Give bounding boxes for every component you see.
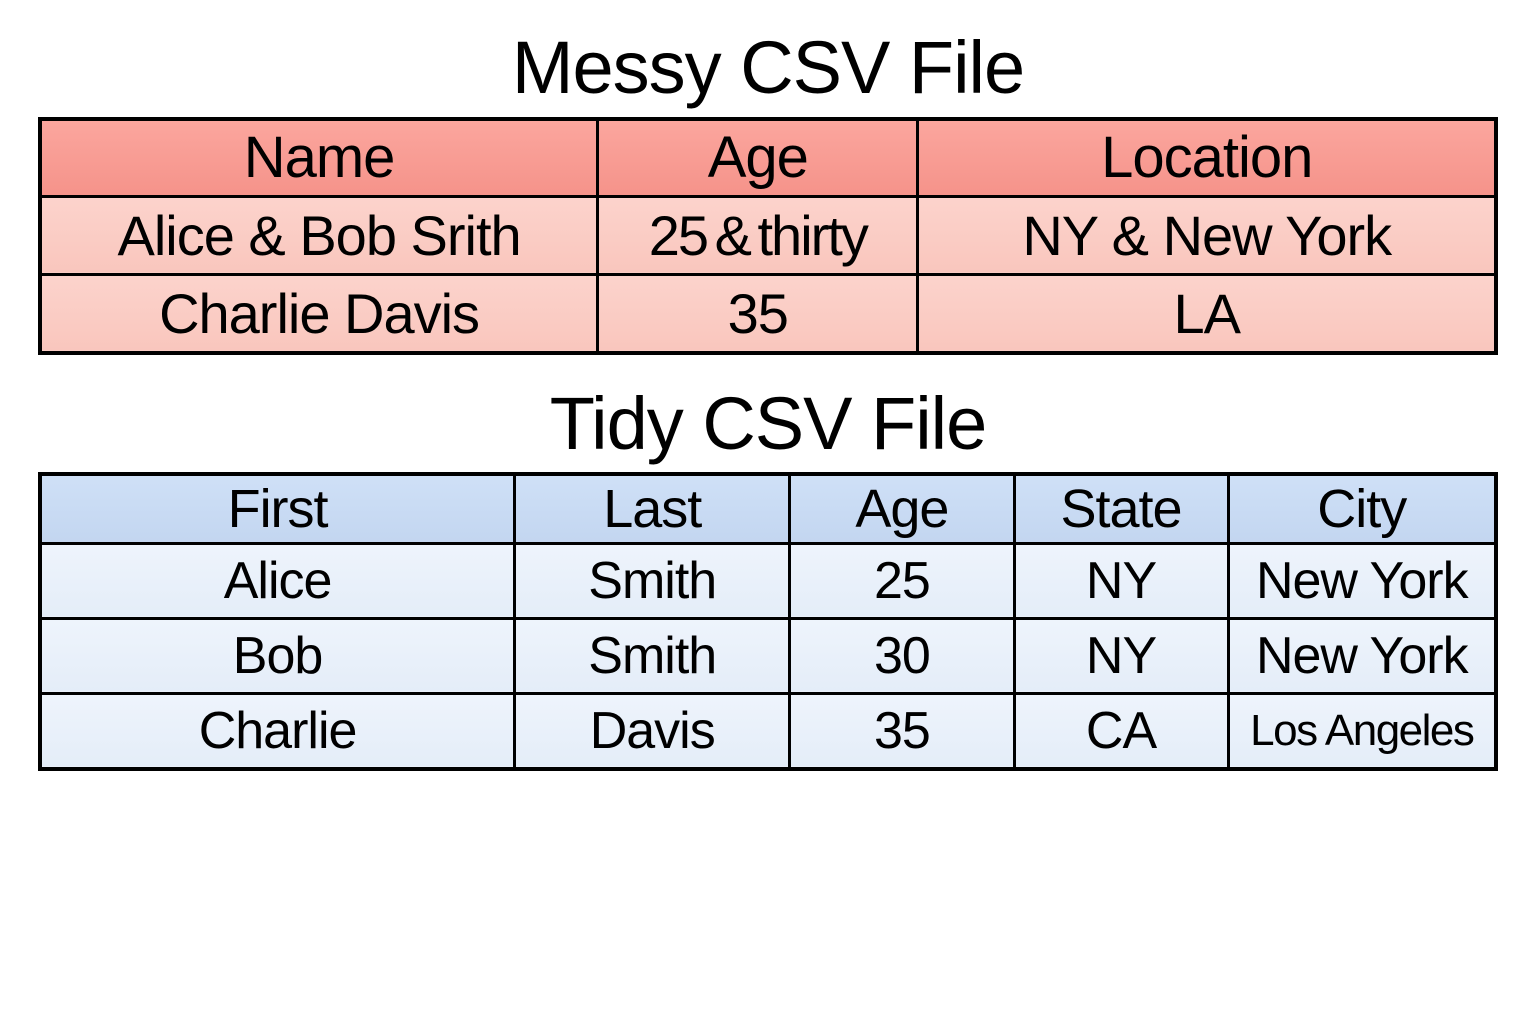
tidy-cell-first-1: Alice [38,541,517,620]
tidy-cell-city-1: New York [1226,541,1498,620]
tidy-row-1: Alice Smith 25 NY New York [38,541,1498,620]
messy-table-title: Messy CSV File [511,26,1025,109]
messy-row-2: Charlie Davis 35 LA [38,272,1498,355]
tidy-cell-age-2: 30 [788,616,1016,695]
tidy-table-title: Tidy CSV File [549,381,988,465]
messy-cell-age-1: 25 & thirty [596,194,920,276]
tidy-cell-state-1: NY [1012,541,1230,620]
tidy-header-age: Age [788,472,1016,545]
tidy-header-state: State [1012,472,1230,545]
messy-header-location: Location [916,117,1498,198]
tidy-cell-last-3: Davis [513,691,792,771]
messy-cell-name-2: Charlie Davis [38,272,600,355]
tidy-header-first: First [38,472,517,545]
messy-cell-location-2: LA [916,272,1498,355]
tidy-header-row: First Last Age State City [38,472,1498,545]
tidy-row-3: Charlie Davis 35 CA Los Angeles [38,691,1498,771]
tidy-cell-last-1: Smith [513,541,792,620]
tidy-row-2: Bob Smith 30 NY New York [38,616,1498,695]
tidy-cell-last-2: Smith [513,616,792,695]
messy-cell-location-1: NY & New York [916,194,1498,276]
tidy-csv-table: First Last Age State City Alice Smith 25… [38,471,1498,771]
messy-header-age: Age [596,117,920,198]
tidy-cell-city-3: Los Angeles [1226,691,1498,771]
tidy-header-last: Last [513,472,792,545]
tidy-cell-state-3: CA [1012,691,1230,771]
tidy-cell-state-2: NY [1012,616,1230,695]
tidy-cell-age-1: 25 [788,541,1016,620]
tidy-header-city: City [1226,472,1498,545]
tidy-cell-age-3: 35 [788,691,1016,771]
messy-header-row: Name Age Location [38,117,1498,198]
messy-cell-name-1: Alice & Bob Srith [38,194,600,276]
messy-cell-age-2: 35 [596,272,920,355]
messy-header-name: Name [38,117,600,198]
messy-csv-table: Name Age Location Alice & Bob Srith 25 &… [38,116,1498,355]
messy-row-1: Alice & Bob Srith 25 & thirty NY & New Y… [38,194,1498,276]
tidy-cell-first-2: Bob [38,616,517,695]
tidy-cell-first-3: Charlie [38,691,517,771]
tidy-cell-city-2: New York [1226,616,1498,695]
